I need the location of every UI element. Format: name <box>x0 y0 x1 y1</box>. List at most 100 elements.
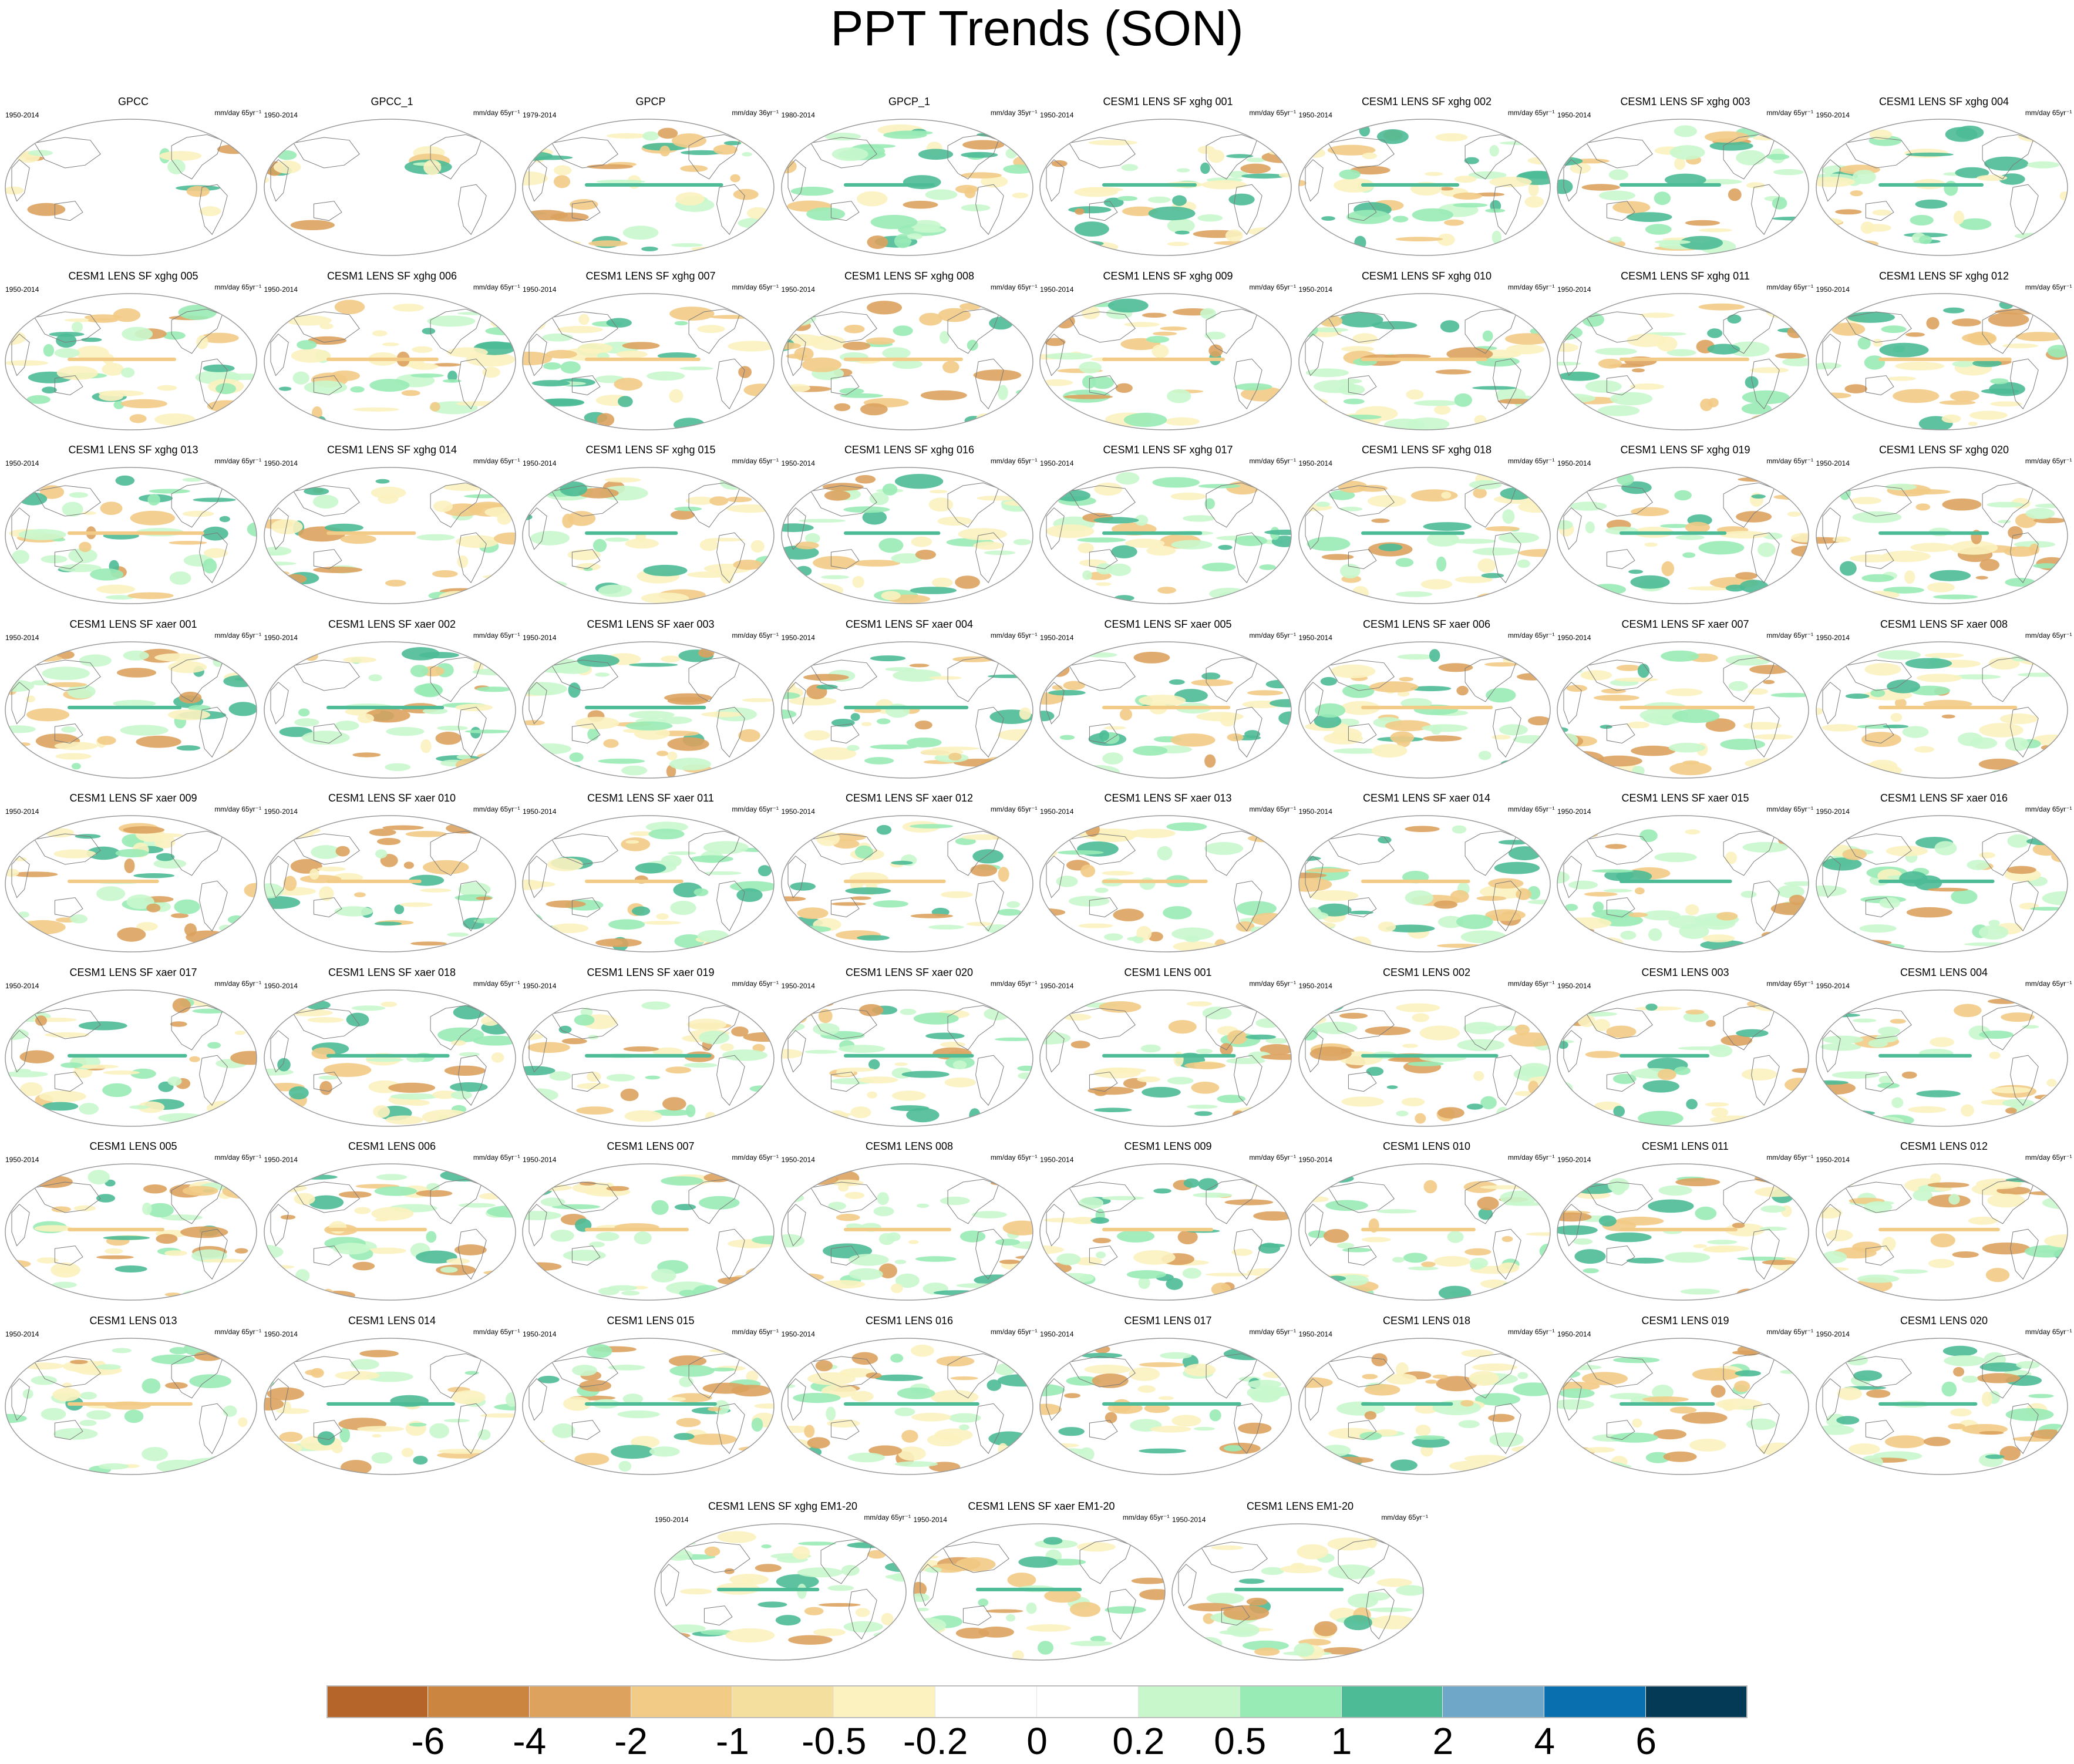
panel-title: CESM1 LENS SF xghg 014 <box>326 444 457 456</box>
trend-patch <box>894 474 943 489</box>
map-outline <box>1557 467 1809 604</box>
trend-patch <box>96 1194 116 1203</box>
trend-patch <box>79 1391 97 1399</box>
trend-patch <box>1423 1180 1437 1194</box>
trend-patch <box>1836 1415 1859 1425</box>
trend-patch <box>112 1348 132 1353</box>
trend-patch <box>723 141 742 146</box>
trend-patch <box>1397 654 1435 659</box>
trend-patch <box>1559 1459 1605 1473</box>
equatorial-band <box>843 357 963 361</box>
trend-patch <box>390 1093 439 1099</box>
trend-patch <box>18 529 66 540</box>
trend-patch <box>1631 507 1669 516</box>
coastline <box>744 1173 766 1189</box>
coastline <box>1563 159 1582 202</box>
coastline <box>1305 856 1324 898</box>
trend-patch <box>1460 1349 1493 1357</box>
trend-patch <box>1227 1623 1260 1637</box>
trend-patch <box>79 1102 99 1115</box>
coastline <box>571 1419 601 1440</box>
trend-patch <box>303 487 329 496</box>
coastline <box>292 1181 360 1213</box>
panel-units: mm/day 65yr⁻¹ <box>214 631 261 639</box>
trend-patch <box>1460 1399 1474 1406</box>
trend-patch <box>1236 901 1277 916</box>
trend-patch <box>1672 709 1720 723</box>
trend-patch <box>1371 518 1390 523</box>
trend-patch <box>865 337 895 345</box>
coastline <box>1982 1353 2033 1398</box>
trend-patch <box>154 834 176 849</box>
coastline <box>716 706 745 758</box>
trend-patch <box>491 1052 504 1063</box>
trend-patch <box>1185 1642 1212 1654</box>
trend-patch <box>669 1355 707 1367</box>
trend-patch <box>1710 1115 1759 1124</box>
panel-units: mm/day 65yr⁻¹ <box>1249 1327 1296 1336</box>
panel-units: mm/day 36yr⁻¹ <box>732 109 779 117</box>
trend-patch <box>1942 1345 1977 1356</box>
trend-patch <box>1887 376 1916 381</box>
trend-patch <box>207 1100 240 1116</box>
trend-patch <box>703 1173 732 1183</box>
equatorial-band <box>1878 1053 1972 1058</box>
trend-patch <box>542 333 573 341</box>
trend-patch <box>1063 1013 1092 1021</box>
panel-units: mm/day 65yr⁻¹ <box>1507 979 1555 988</box>
coastline <box>1327 485 1395 517</box>
trend-patch <box>624 1110 662 1122</box>
trend-patch <box>674 934 705 948</box>
coastline <box>1261 477 1283 492</box>
trend-patch <box>374 921 402 926</box>
trend-patch <box>1140 1044 1161 1052</box>
trend-patch <box>523 589 555 604</box>
map-outline <box>1815 989 2068 1127</box>
trend-patch <box>670 901 696 915</box>
panel-units: mm/day 65yr⁻¹ <box>473 805 520 813</box>
trend-patch <box>5 359 49 366</box>
trend-patch <box>892 669 941 682</box>
trend-patch <box>339 1427 350 1443</box>
coastline <box>199 1403 228 1454</box>
panel-title: CESM1 LENS SF xghg 019 <box>1620 444 1750 456</box>
trend-patch <box>1823 757 1859 768</box>
robinson-map <box>1171 1523 1424 1661</box>
trend-patch <box>1139 1448 1187 1453</box>
trend-patch <box>1425 1379 1438 1383</box>
trend-patch <box>371 1452 392 1464</box>
trend-patch <box>1134 514 1149 526</box>
map-outline <box>1298 467 1551 604</box>
trend-patch <box>1485 687 1516 702</box>
panel-title: CESM1 LENS 017 <box>1124 1314 1212 1327</box>
coastline <box>528 333 547 376</box>
trend-patch <box>1787 312 1806 321</box>
trend-patch <box>1767 1288 1777 1298</box>
trend-patch <box>1945 127 1977 142</box>
coastline <box>1089 375 1118 395</box>
trend-patch <box>1489 145 1499 157</box>
trend-patch <box>606 1073 635 1082</box>
trend-patch <box>1002 164 1033 174</box>
colorbar-swatch <box>1138 1685 1240 1718</box>
trend-patch <box>688 1433 737 1445</box>
trend-patch <box>1668 742 1705 752</box>
trend-patch <box>1057 1272 1094 1283</box>
trend-patch <box>1308 890 1358 901</box>
trend-patch <box>1890 1018 1906 1024</box>
trend-patch <box>1433 900 1457 909</box>
trend-patch <box>2000 1012 2035 1022</box>
panel-units: mm/day 65yr⁻¹ <box>732 282 779 291</box>
trend-patch <box>476 686 511 692</box>
trend-patch <box>1478 1207 1493 1220</box>
trend-patch <box>1308 1230 1328 1238</box>
map-panel: CESM1 LENS EM1-20 1950-2014 mm/day 65yr⁻¹ <box>1171 1500 1429 1665</box>
trend-patch <box>916 1203 929 1208</box>
trend-patch <box>1753 733 1794 739</box>
coastline <box>292 1007 360 1039</box>
coastline <box>1002 477 1024 492</box>
map-panel: CESM1 LENS 001 1950-2014 mm/day 65yr⁻¹ <box>1039 967 1297 1131</box>
trend-patch <box>1080 864 1096 877</box>
trend-patch <box>70 914 87 924</box>
trend-patch <box>812 556 856 570</box>
